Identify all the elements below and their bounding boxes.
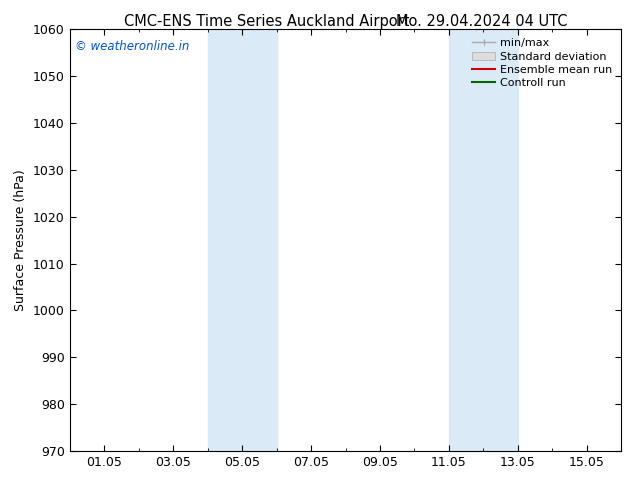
Bar [449, 29, 518, 451]
Text: CMC-ENS Time Series Auckland Airport: CMC-ENS Time Series Auckland Airport [124, 14, 409, 29]
Legend: min/max, Standard deviation, Ensemble mean run, Controll run: min/max, Standard deviation, Ensemble me… [469, 35, 616, 92]
Y-axis label: Surface Pressure (hPa): Surface Pressure (hPa) [15, 169, 27, 311]
Text: Mo. 29.04.2024 04 UTC: Mo. 29.04.2024 04 UTC [396, 14, 567, 29]
Text: © weatheronline.in: © weatheronline.in [75, 40, 190, 53]
Bar [207, 29, 276, 451]
